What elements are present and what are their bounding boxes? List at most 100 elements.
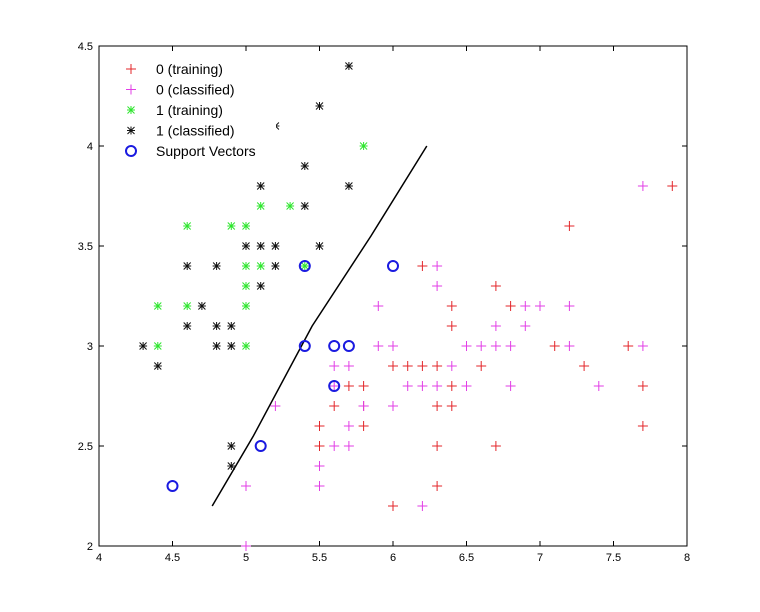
- data-point: [343, 421, 354, 431]
- data-point: [593, 381, 604, 391]
- data-point: [242, 302, 250, 310]
- data-point: [432, 381, 443, 391]
- data-point: [153, 302, 162, 310]
- data-point: [490, 341, 501, 351]
- legend-label: 0 (classified): [156, 82, 235, 98]
- data-point: [271, 262, 280, 270]
- data-point: [183, 302, 192, 310]
- data-point: [520, 301, 531, 311]
- data-point: [329, 441, 340, 451]
- data-point: [490, 321, 501, 331]
- data-point: [446, 381, 457, 391]
- data-point: [256, 242, 265, 250]
- legend-marker: [126, 64, 136, 74]
- data-point: [637, 421, 648, 431]
- decision-boundary-layer: [211, 145, 428, 507]
- legend-label: 1 (classified): [156, 123, 235, 139]
- data-point: [476, 341, 487, 351]
- data-point: [388, 401, 398, 411]
- data-point: [197, 302, 206, 310]
- data-point: [637, 181, 648, 191]
- data-point: [315, 242, 324, 250]
- legend-marker: [127, 106, 135, 114]
- legend: 0 (training) 0 (classified) 1 (training) 1 …: [104, 52, 276, 168]
- series-4: [166, 260, 399, 492]
- y-tick-label: 3.5: [78, 241, 93, 253]
- data-point: [242, 282, 250, 290]
- data-point: [183, 262, 192, 270]
- legend-marker: [126, 84, 136, 95]
- data-point: [183, 222, 192, 230]
- x-tick-label: 5.5: [312, 552, 327, 564]
- data-point: [359, 142, 368, 150]
- data-point: [315, 102, 324, 110]
- legend-marker: [127, 126, 135, 135]
- data-point: [343, 361, 354, 371]
- data-point: [446, 321, 457, 331]
- data-point: [343, 441, 354, 451]
- data-point: [402, 361, 413, 371]
- data-point: [432, 481, 443, 491]
- data-point: [373, 301, 384, 311]
- x-tick-label: 4.5: [165, 552, 180, 564]
- series-0: [314, 181, 678, 511]
- data-point: [298, 340, 311, 352]
- data-point: [564, 221, 575, 231]
- data-point: [314, 481, 325, 491]
- data-point: [227, 222, 236, 230]
- data-point: [388, 361, 398, 371]
- legend-label: 1 (training): [156, 102, 223, 118]
- data-point: [254, 440, 267, 452]
- data-point: [461, 341, 472, 351]
- data-point: [446, 361, 457, 371]
- data-point: [166, 480, 179, 492]
- data-point: [417, 361, 428, 371]
- data-point: [446, 301, 457, 311]
- data-point: [342, 340, 355, 352]
- data-point: [286, 202, 295, 210]
- series-2: [153, 142, 368, 350]
- data-point: [227, 322, 236, 330]
- data-point: [300, 262, 309, 270]
- data-point: [446, 401, 457, 411]
- data-point: [241, 541, 251, 551]
- data-point: [212, 322, 221, 330]
- data-point: [300, 202, 309, 210]
- y-tick-label: 2: [87, 541, 93, 553]
- data-point: [241, 481, 251, 491]
- data-point: [490, 281, 501, 291]
- data-point: [153, 342, 162, 350]
- data-point: [256, 282, 265, 290]
- data-point: [343, 381, 354, 391]
- data-point: [388, 341, 398, 351]
- data-point: [270, 401, 281, 411]
- data-point: [564, 341, 575, 351]
- data-point: [256, 182, 265, 190]
- data-point: [344, 182, 353, 190]
- data-point: [564, 301, 575, 311]
- data-point: [242, 242, 250, 250]
- data-point: [637, 381, 648, 391]
- x-tick-label: 4: [96, 552, 102, 564]
- x-tick-label: 8: [684, 552, 690, 564]
- data-point: [432, 261, 443, 271]
- data-point: [300, 162, 309, 170]
- x-tick-label: 7.5: [606, 552, 621, 564]
- data-point: [520, 321, 531, 331]
- data-point: [314, 461, 325, 471]
- data-point: [373, 341, 384, 351]
- data-point: [432, 441, 443, 451]
- data-point: [328, 340, 341, 352]
- data-point: [417, 501, 428, 511]
- data-point: [227, 462, 236, 470]
- y-tick-label: 4: [87, 141, 93, 153]
- data-point: [153, 362, 162, 370]
- decision-boundary-line: [211, 145, 428, 507]
- legend-label: Support Vectors: [156, 143, 256, 159]
- data-point: [329, 401, 340, 411]
- data-point: [505, 341, 516, 351]
- data-point: [227, 442, 236, 450]
- data-point: [212, 342, 221, 350]
- data-point: [344, 62, 353, 70]
